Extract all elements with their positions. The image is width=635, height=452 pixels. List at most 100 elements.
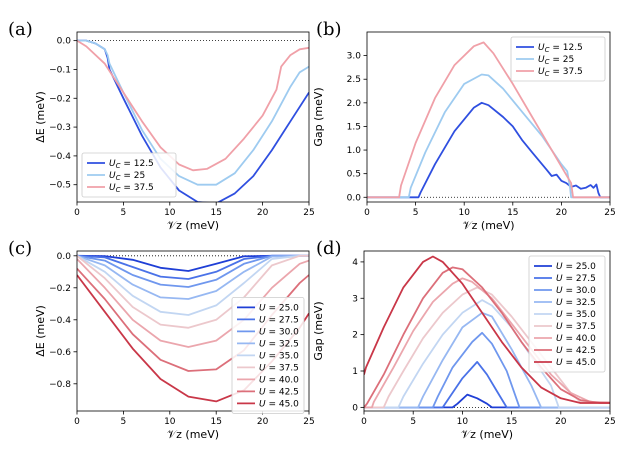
legend-variable: U xyxy=(556,286,563,296)
series-line-u-c-12-5 xyxy=(367,101,610,199)
x-tick-label: 25 xyxy=(604,208,615,218)
legend-value: = 40.0 xyxy=(266,375,300,385)
x-tick-label: 20 xyxy=(556,208,568,218)
y-axis-label: Gap (meV) xyxy=(312,87,325,146)
legend-value: = 45.0 xyxy=(563,358,597,368)
legend-variable: U xyxy=(259,327,266,337)
legend-value: = 25 xyxy=(549,55,574,65)
legend-subscript: C xyxy=(116,174,121,182)
legend-box xyxy=(528,255,606,373)
y-tick-label: −0.4 xyxy=(49,152,71,162)
legend-variable: U xyxy=(259,351,266,361)
y-tick-label: 1.5 xyxy=(347,122,361,132)
x-tick-label: 15 xyxy=(210,417,221,427)
legend-variable: U xyxy=(556,346,563,356)
series-line-u-32-5 xyxy=(77,254,309,300)
series-line-u-37-5 xyxy=(364,286,610,409)
series-line-u-35-0 xyxy=(364,299,610,409)
x-tick-label: 5 xyxy=(413,208,419,218)
series-group xyxy=(367,41,610,199)
panel-label: (a) xyxy=(8,19,33,40)
panel-label: (b) xyxy=(316,19,342,40)
panel-label: (d) xyxy=(316,238,342,259)
legend-value: = 27.5 xyxy=(266,315,299,325)
legend-variable: U xyxy=(538,55,545,65)
y-tick-label: −0.8 xyxy=(49,380,71,390)
panel-label: (c) xyxy=(8,238,32,259)
legend-value: = 37.5 xyxy=(549,67,582,77)
series-group xyxy=(364,255,610,409)
legend-value: = 40.0 xyxy=(563,334,597,344)
x-axis-label: 𝒱z (meV) xyxy=(461,428,513,441)
x-tick-label: 15 xyxy=(210,208,221,218)
axes-frame xyxy=(366,31,611,203)
legend-box xyxy=(81,152,177,198)
x-tick-label: 20 xyxy=(555,417,567,427)
legend-variable: U xyxy=(556,274,563,284)
series-line-u-35-0 xyxy=(77,254,309,316)
series-line-u-25-0 xyxy=(364,393,610,409)
x-tick-label: 10 xyxy=(457,417,469,427)
x-tick-label: 15 xyxy=(506,417,517,427)
axes-frame xyxy=(76,250,310,412)
x-tick-label: 25 xyxy=(604,417,615,427)
legend-variable: U xyxy=(538,43,545,53)
x-tick-label: 5 xyxy=(410,417,416,427)
x-tick-label: 25 xyxy=(303,208,314,218)
legend-variable: U xyxy=(259,315,266,325)
y-tick-label: −0.3 xyxy=(49,123,71,133)
legend-entry-label: U = 35.0 xyxy=(556,310,596,320)
x-axis-label: 𝒱z (meV) xyxy=(462,219,514,232)
legend-subscript: C xyxy=(116,186,121,194)
legend-variable: U xyxy=(109,159,116,169)
legend-entry-label: U = 30.0 xyxy=(259,327,299,337)
x-tick-label: 10 xyxy=(164,208,176,218)
x-tick-label: 5 xyxy=(121,208,127,218)
legend-value: = 37.5 xyxy=(266,363,299,373)
x-axis-label: 𝒱z (meV) xyxy=(167,428,219,441)
legend-subscript: C xyxy=(116,162,121,170)
legend-variable: U xyxy=(556,358,563,368)
legend-entry-label: UC = 25 xyxy=(109,171,145,182)
legend-value: = 42.5 xyxy=(563,346,596,356)
y-tick-label: −0.4 xyxy=(49,316,71,326)
legend-value: = 35.0 xyxy=(266,351,300,361)
legend-variable: U xyxy=(259,339,266,349)
legend-box xyxy=(231,296,305,414)
x-tick-label: 15 xyxy=(507,208,518,218)
x-tick-label: 25 xyxy=(303,417,314,427)
legend-entry-label: UC = 37.5 xyxy=(538,67,583,78)
y-tick-label: −0.6 xyxy=(49,348,71,358)
x-tick-label: 20 xyxy=(257,208,269,218)
legend-subscript: C xyxy=(545,70,550,78)
panel-c-energy-difference-u: (c) 0 5 10 15 20 25 0.0 −0.2 −0.4 −0.6 −0.8 𝒱z (meV)… xyxy=(8,238,315,441)
x-tick-label: 10 xyxy=(458,208,470,218)
x-tick-label: 5 xyxy=(121,417,127,427)
x-tick-label: 0 xyxy=(74,417,80,427)
legend-entry-label: U = 25.0 xyxy=(259,303,299,313)
y-tick-label: 3 xyxy=(352,294,358,304)
legend-entry-label: U = 42.5 xyxy=(259,387,299,397)
legend-entry-label: U = 37.5 xyxy=(556,322,596,332)
series-line-u-c-37-5 xyxy=(77,39,309,172)
series-line-u-45-0 xyxy=(364,255,610,404)
series-line-u-37-5 xyxy=(77,254,309,329)
y-tick-label: 1 xyxy=(352,367,358,377)
series-line-u-27-5 xyxy=(364,361,610,409)
legend-subscript: C xyxy=(545,46,550,54)
legend-entry-label: U = 37.5 xyxy=(259,363,299,373)
legend-value: = 45.0 xyxy=(266,399,300,409)
y-tick-label: −0.1 xyxy=(49,65,71,75)
legend-entry-label: U = 30.0 xyxy=(556,286,596,296)
legend-variable: U xyxy=(538,67,545,77)
y-tick-label: 0.0 xyxy=(57,252,72,262)
legend-variable: U xyxy=(259,387,266,397)
y-tick-label: 2.5 xyxy=(347,75,361,85)
series-line-u-40-0 xyxy=(364,277,610,409)
legend-entry-label: UC = 37.5 xyxy=(109,183,154,194)
y-tick-label: 0.0 xyxy=(57,37,72,47)
legend-variable: U xyxy=(259,375,266,385)
legend: U = 25.0U = 27.5U = 30.0U = 32.5U = 35.0… xyxy=(231,296,305,414)
